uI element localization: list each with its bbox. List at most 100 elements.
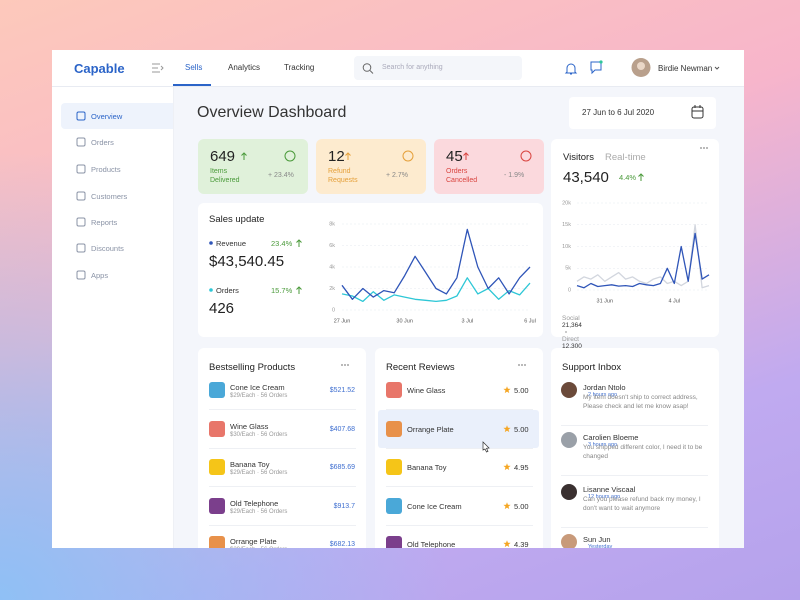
panel-title: Recent Reviews	[386, 362, 455, 373]
metric-name: Revenue	[216, 239, 247, 248]
user-name[interactable]: Birdie Newman	[658, 64, 713, 73]
sender-name[interactable]: Carolien Bloeme	[583, 433, 639, 442]
product-icon	[209, 498, 225, 514]
footer-value: 21,364	[562, 322, 582, 329]
sales-title: Sales update	[209, 214, 265, 225]
stat-change: + 23.4%	[268, 172, 294, 179]
product-icon	[209, 536, 225, 548]
sidebar-item[interactable]: Customers	[91, 192, 128, 201]
row-separator	[386, 486, 533, 487]
row-separator	[386, 448, 533, 449]
visitors-value: 43,540	[563, 169, 609, 186]
panel-title: Bestselling Products	[209, 362, 296, 373]
review-rating: 5.00	[514, 502, 529, 511]
sender-name[interactable]: Sun Jun	[583, 535, 611, 544]
product-name[interactable]: Old Telephone	[230, 499, 279, 508]
sender-name[interactable]: Lisanne Viscaal	[583, 485, 636, 494]
message-text: Can you please refund back my money, I d…	[583, 496, 701, 512]
date-range: 27 Jun to 6 Jul 2020	[582, 108, 655, 117]
review-icon	[386, 421, 402, 437]
message-time: 3 hours ago	[588, 442, 618, 448]
product-detail: $29/Each · 56 Orders	[230, 470, 288, 476]
review-icon	[386, 459, 402, 475]
sender-name[interactable]: Jordan Ntolo	[583, 383, 626, 392]
product-price: $407.68	[329, 426, 355, 433]
message-text: You shipped different color, I need it t…	[583, 444, 703, 460]
product-detail: $29/Each · 56 Orders	[230, 547, 287, 548]
review-icon	[386, 382, 402, 398]
visitors-change: 4.4%	[619, 173, 637, 182]
brand: Capable	[74, 61, 125, 76]
stat-value: 45	[446, 148, 463, 165]
row-separator	[561, 475, 708, 476]
product-detail: $29/Each · 56 Orders	[230, 509, 288, 515]
review-product[interactable]: Wine Glass	[407, 386, 446, 395]
nav-tab[interactable]: Analytics	[228, 63, 261, 72]
product-price: $682.13	[329, 541, 355, 548]
footer-separator	[565, 331, 567, 333]
review-product[interactable]: Orrange Plate	[407, 425, 454, 434]
stat-value: 649	[210, 148, 236, 165]
row-separator	[386, 525, 533, 526]
sender-avatar	[561, 382, 577, 398]
product-name[interactable]: Orrange Plate	[230, 537, 277, 546]
visitors-tab[interactable]: Real-time	[605, 152, 646, 163]
stat-value: 12	[328, 148, 345, 165]
review-product[interactable]: Old Telephone	[407, 540, 456, 548]
sender-line: Sun Jun Yesterday	[583, 535, 612, 548]
metric-value: 426	[209, 300, 235, 317]
nav-tab[interactable]: Tracking	[284, 63, 315, 72]
review-rating: 4.39	[514, 540, 529, 548]
sidebar-item[interactable]: Overview	[91, 112, 123, 121]
product-name[interactable]: Cone Ice Cream	[230, 383, 285, 392]
stat-label: Orders Cancelled	[446, 168, 478, 184]
sidebar-item[interactable]: Discounts	[91, 244, 124, 253]
stat-change: - 1.9%	[504, 172, 525, 179]
review-highlight	[378, 410, 539, 448]
row-separator	[386, 409, 533, 410]
review-product[interactable]: Banana Toy	[407, 463, 447, 472]
review-rating: 4.95	[514, 463, 529, 472]
panel-card	[551, 348, 719, 548]
sidebar-item[interactable]: Orders	[91, 138, 114, 147]
review-product[interactable]: Cone Ice Cream	[407, 502, 462, 511]
sender-avatar	[561, 534, 577, 548]
nav-tab[interactable]: Sells	[185, 63, 203, 72]
search-box[interactable]	[354, 56, 522, 80]
sidebar-item[interactable]: Products	[91, 165, 121, 174]
app-window: Capable Sells Analytics Tracking Search for …	[52, 50, 744, 548]
product-name[interactable]: Banana Toy	[230, 460, 270, 469]
row-separator	[209, 525, 356, 526]
row-separator	[209, 448, 356, 449]
review-rating: 5.00	[514, 425, 529, 434]
product-price: $685.69	[329, 464, 355, 471]
product-price: $913.7	[333, 503, 355, 510]
review-icon	[386, 498, 402, 514]
product-icon	[209, 421, 225, 437]
stat-card	[316, 139, 426, 194]
row-separator	[561, 527, 708, 528]
sender-avatar	[561, 484, 577, 500]
stat-card	[434, 139, 544, 194]
product-price: $521.52	[329, 387, 355, 394]
sender-avatar	[561, 432, 577, 448]
stat-label: Items Delivered	[210, 168, 240, 184]
page-title: Overview Dashboard	[197, 104, 347, 121]
sidebar-item[interactable]: Apps	[91, 271, 109, 280]
review-icon	[386, 536, 402, 548]
product-detail: $30/Each · 56 Orders	[230, 432, 288, 438]
stat-card	[198, 139, 308, 194]
app: Capable Sells Analytics Tracking Search for …	[52, 50, 744, 548]
stat-change: + 2.7%	[386, 172, 408, 179]
product-icon	[209, 459, 225, 475]
sidebar-item[interactable]: Reports	[91, 218, 118, 227]
stat-label: Refund Requests	[328, 168, 358, 184]
row-separator	[209, 486, 356, 487]
product-name[interactable]: Wine Glass	[230, 422, 269, 431]
panel-title: Support Inbox	[562, 362, 622, 373]
visitors-title[interactable]: Visitors	[563, 152, 594, 163]
footer-name: Direct	[562, 336, 579, 343]
review-rating: 5.00	[514, 386, 529, 395]
footer-name: Social	[562, 315, 580, 322]
